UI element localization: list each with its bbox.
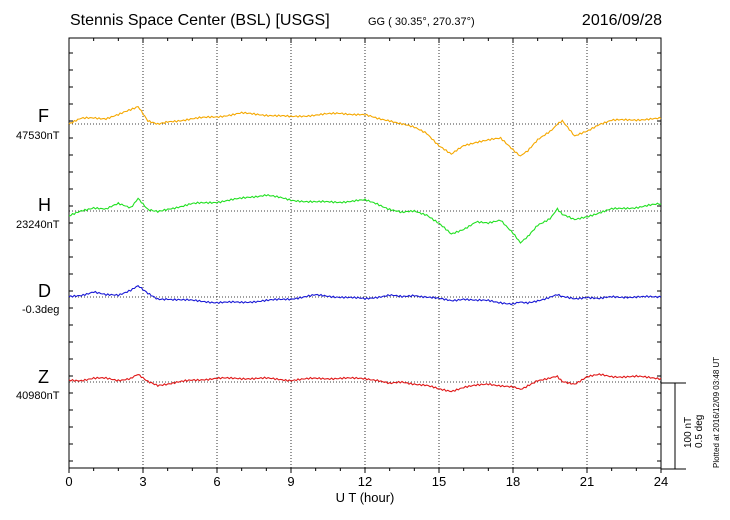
x-tick-label: 3	[139, 474, 146, 489]
label-h-baseline: 23240nT	[16, 219, 60, 231]
x-tick-label: 24	[654, 474, 668, 489]
station-coordinates: GG ( 30.35°, 270.37°)	[368, 16, 475, 28]
label-f-letter: F	[38, 106, 49, 126]
x-tick-label: 0	[65, 474, 72, 489]
x-tick-label: 21	[580, 474, 594, 489]
label-h-letter: H	[38, 195, 51, 215]
plot-frame	[68, 37, 662, 469]
x-tick-label: 6	[213, 474, 220, 489]
label-z-baseline: 40980nT	[16, 390, 60, 402]
label-f-baseline: 47530nT	[16, 130, 60, 142]
chart-title: Stennis Space Center (BSL) [USGS]	[70, 12, 330, 29]
x-tick-label: 15	[432, 474, 446, 489]
label-d-baseline: -0.3deg	[22, 304, 60, 316]
label-z-letter: Z	[38, 367, 49, 387]
x-tick-label: 12	[358, 474, 372, 489]
x-tick-label: 9	[287, 474, 294, 489]
label-d-letter: D	[38, 281, 51, 301]
series-line-d	[68, 285, 662, 306]
series-line-f	[68, 105, 662, 157]
x-tick-label: 18	[506, 474, 520, 489]
series-line-z	[68, 373, 662, 393]
chart-date: 2016/09/28	[581, 12, 662, 29]
series-line-h	[68, 194, 662, 244]
x-axis-label: U T (hour)	[336, 490, 395, 505]
